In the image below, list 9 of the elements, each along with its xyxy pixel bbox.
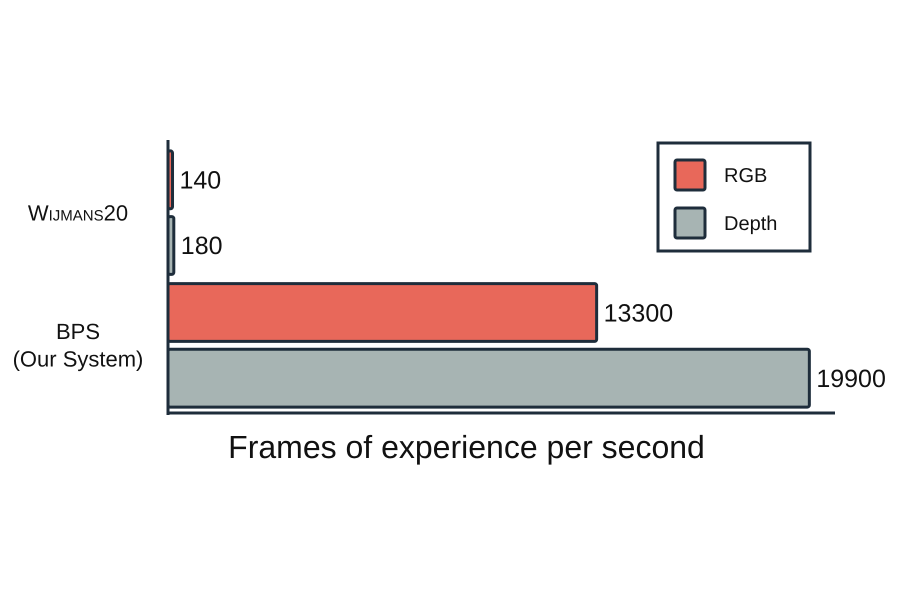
data-label: 19900 bbox=[816, 364, 886, 393]
data-label: 140 bbox=[180, 166, 222, 195]
data-label: 13300 bbox=[604, 299, 674, 328]
legend-label: Depth bbox=[724, 213, 778, 235]
y-tick-label: Wijmans20 bbox=[28, 200, 128, 226]
x-axis-title: Frames of experience per second bbox=[228, 429, 705, 465]
data-label: 180 bbox=[180, 232, 223, 260]
y-tick-label: BPS (Our System) bbox=[12, 319, 144, 372]
legend-label: RGB bbox=[724, 165, 768, 187]
